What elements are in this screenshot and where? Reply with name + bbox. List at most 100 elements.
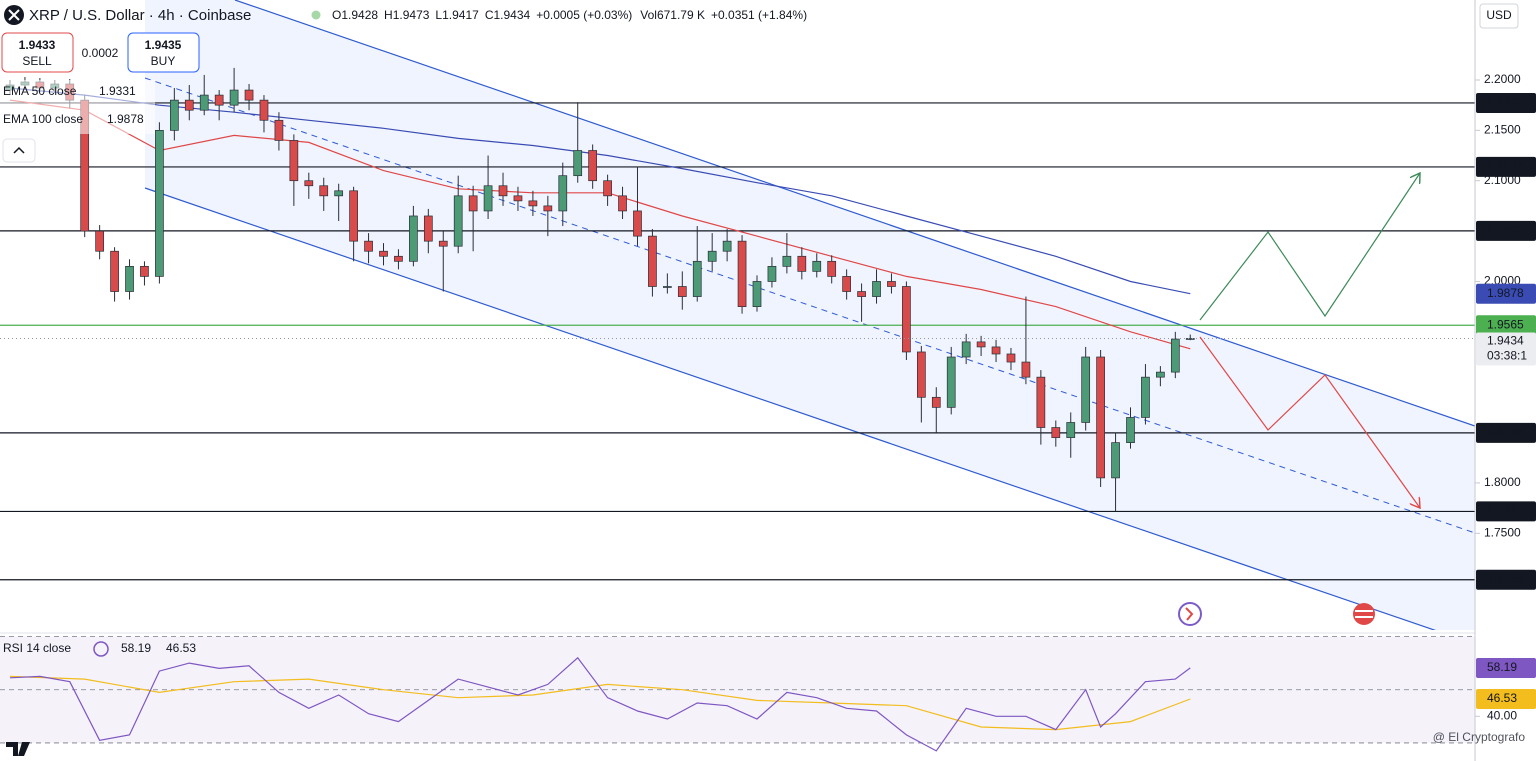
rsi-label: 46.53 [1487, 691, 1517, 705]
candle-body [274, 119, 284, 141]
watermark: @ El Cryptografo [1433, 730, 1526, 744]
candle-body [752, 281, 762, 307]
level-label-box [1476, 315, 1536, 336]
y-tick-label: 2.1500 [1484, 123, 1521, 137]
candle-body [214, 94, 224, 106]
level-label-box [1476, 422, 1536, 443]
candle-body [409, 215, 418, 262]
candle-body [379, 250, 388, 257]
candle-body [155, 130, 164, 277]
rsi-label-box [1476, 657, 1536, 678]
candle-body [588, 150, 598, 182]
candle-body [244, 89, 254, 101]
candle-body [513, 195, 523, 202]
candle-body [663, 286, 672, 288]
low: L1.9417 [435, 8, 479, 22]
candle-body [394, 255, 403, 262]
sell-price: 1.9433 [19, 38, 56, 52]
candle-body [603, 180, 612, 197]
candle-body [1126, 417, 1135, 443]
candle-body [289, 140, 299, 182]
candle-body [1170, 338, 1180, 373]
candle-body [1096, 356, 1105, 479]
candle-body [961, 341, 971, 358]
candle-body [946, 356, 956, 408]
candle-body [543, 205, 553, 212]
projections [1178, 173, 1420, 626]
candle-body [1006, 353, 1016, 363]
event-icon[interactable] [1178, 602, 1202, 626]
level-label: 1.7039 [1487, 572, 1524, 586]
candle-body [573, 150, 583, 177]
close: C1.9434 [485, 8, 531, 22]
candle-body [334, 190, 344, 197]
ohlc-header: O1.9428 H1.9473 L1.9417 C1.9434 +0.0005 (+0.… [332, 8, 807, 22]
candle-body [1036, 376, 1046, 428]
currency: USD [1486, 8, 1512, 22]
candle-body [692, 260, 702, 297]
countdown: 03:38:1 [1487, 349, 1527, 363]
buy-button[interactable] [127, 32, 200, 73]
currency-box[interactable] [1479, 3, 1519, 29]
volume-change: +0.0351 (+1.84%) [711, 8, 807, 22]
candle-body [229, 89, 239, 106]
candle-body [722, 240, 732, 252]
y-tick-label: 1.8000 [1484, 475, 1521, 489]
candle-body [1156, 371, 1165, 378]
spread: 0.0002 [82, 46, 119, 60]
candle-body [125, 265, 134, 292]
ema-line [9, 87, 1191, 295]
candle-body [887, 281, 896, 287]
ema50-value: 1.9331 [99, 84, 136, 98]
last-price-box [1476, 332, 1536, 366]
candle-body [767, 265, 777, 282]
flag-stripe [1355, 610, 1373, 612]
candle-body [1066, 422, 1076, 438]
candle-body [1081, 356, 1091, 423]
rsi-line [9, 675, 1191, 731]
flag-icon[interactable] [1353, 603, 1375, 625]
channel-lower [144, 187, 1437, 630]
candle-body [1141, 376, 1150, 418]
candle-body [140, 265, 149, 277]
y-tick-label: 1.7500 [1484, 525, 1521, 539]
candle-body [902, 286, 911, 353]
level-label-box [1476, 92, 1536, 113]
volume: Vol671.79 K [640, 8, 705, 22]
change: +0.0005 (+0.03%) [536, 8, 632, 22]
collapse-icon [13, 146, 25, 154]
candle-body [648, 235, 657, 287]
candle-body [1021, 361, 1031, 378]
candle-body [916, 351, 926, 398]
candle-body [110, 250, 119, 292]
candle-body [349, 190, 358, 242]
candle-body [976, 341, 986, 348]
candle-body [468, 195, 478, 212]
high: H1.9473 [384, 8, 430, 22]
candle-body [364, 240, 373, 252]
candle-body [259, 99, 269, 121]
candle-body [618, 195, 627, 212]
price-pane [0, 67, 1475, 581]
candle-body [319, 185, 329, 197]
price-axis [1475, 0, 1536, 761]
candle-body [677, 286, 687, 297]
level-label: 2.0502 [1487, 223, 1524, 237]
market-status [311, 10, 321, 20]
level-label-box [1476, 156, 1536, 177]
rsi-icon[interactable] [93, 641, 109, 657]
level-label-box [1476, 220, 1536, 241]
sell-button[interactable] [1, 32, 74, 73]
candle-body [483, 185, 493, 212]
buy-label: BUY [151, 54, 176, 68]
candle-body [827, 260, 837, 277]
ema100-value: 1.9878 [107, 112, 144, 126]
level-label: 1.8497 [1487, 425, 1524, 439]
candle-body [453, 195, 463, 247]
candle-body [498, 185, 508, 197]
candle-body [782, 255, 792, 267]
buy-price: 1.9435 [145, 38, 182, 52]
symbol-title: XRP / U.S. Dollar · 4h · Coinbase [29, 7, 251, 24]
collapse-button[interactable] [2, 138, 36, 163]
